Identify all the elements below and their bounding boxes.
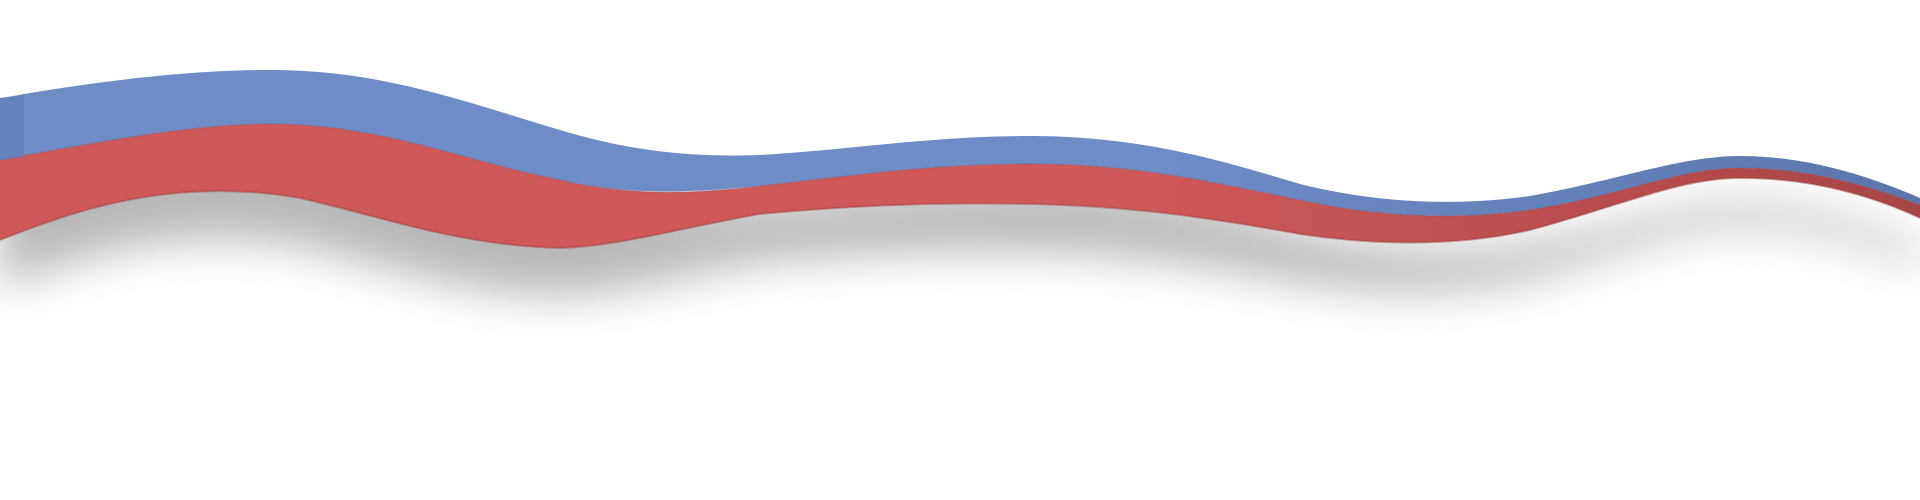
ribbon-group	[0, 70, 1920, 248]
red-ribbon	[0, 124, 1920, 248]
left-end-cap	[0, 94, 24, 160]
red-ribbon-edge	[0, 176, 1920, 250]
blue-ribbon	[0, 70, 1920, 216]
ribbon-seam	[0, 123, 1920, 217]
